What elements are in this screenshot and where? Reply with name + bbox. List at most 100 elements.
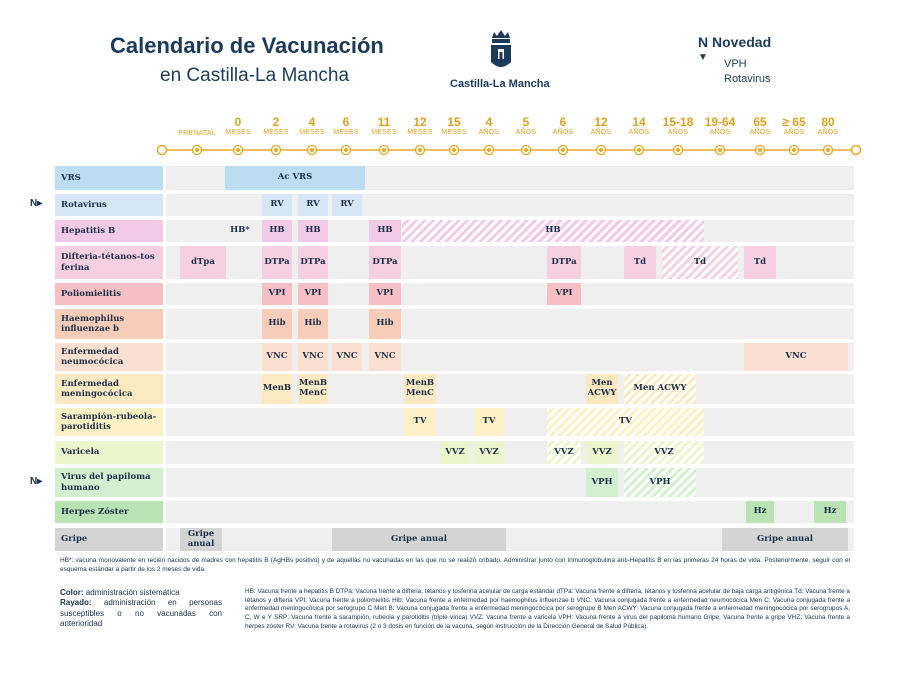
vaccine-row-label: Varicela — [55, 441, 163, 464]
vaccine-row-label: Enfermedad meningocócica — [55, 374, 163, 404]
row-track — [166, 408, 854, 436]
row-track — [166, 468, 854, 497]
age-number: 2 — [272, 115, 280, 129]
age-unit: MESES — [371, 129, 397, 136]
age-number: 11 — [377, 115, 391, 129]
age-number: 4 — [485, 115, 493, 129]
vaccine-dose-cell: HB — [262, 220, 292, 242]
age-unit: AÑOS — [749, 129, 771, 136]
age-label: ≥ 65 AÑOS — [764, 116, 824, 136]
legend-color: Color: administración sistemática — [60, 588, 222, 598]
age-label: 19-64 AÑOS — [690, 116, 750, 136]
vaccine-dose-cell: VNC — [369, 343, 401, 371]
vaccine-dose-cell: MenB — [262, 374, 292, 404]
legend-color-text: administración sistemática — [85, 588, 180, 597]
vaccine-dose-cell: Men ACWY — [624, 374, 696, 404]
row-track — [166, 501, 854, 523]
age-label: 15 MESES — [424, 116, 484, 136]
vaccine-row-label: Difteria-tétanos-tos ferina — [55, 246, 163, 279]
vaccine-dose-cell: Td — [662, 246, 738, 279]
age-unit: MESES — [407, 129, 433, 136]
age-number: 4 — [308, 115, 316, 129]
logo-text: Castilla-La Mancha — [450, 78, 550, 90]
age-unit: MESES — [299, 129, 325, 136]
vaccine-dose-cell: VNC — [744, 343, 848, 371]
timeline-dot-center — [310, 148, 314, 152]
age-label: 0 MESES — [208, 116, 268, 136]
vaccine-dose-cell: Td — [624, 246, 656, 279]
novedad-item: Rotavirus — [724, 73, 771, 85]
vaccine-dose-cell: HB — [369, 220, 401, 242]
vaccine-dose-cell: Hib — [262, 309, 292, 339]
vaccine-dose-cell: VVZ — [440, 441, 470, 464]
age-label: 80 AÑOS — [798, 116, 858, 136]
age-label: 12 AÑOS — [571, 116, 631, 136]
age-label: 6 MESES — [316, 116, 376, 136]
age-number: 5 — [522, 115, 530, 129]
vaccine-dose-cell: HB* — [230, 225, 250, 236]
vaccine-dose-cell: DTPa — [369, 246, 401, 279]
timeline-dot-center — [561, 148, 565, 152]
age-unit: AÑOS — [590, 129, 612, 136]
novedad-marker: N — [698, 34, 709, 50]
vaccine-dose-cell: MenB MenC — [404, 374, 436, 404]
age-label: 15-18 AÑOS — [648, 116, 708, 136]
page-title: Calendario de Vacunación — [110, 33, 384, 58]
age-unit: AÑOS — [817, 129, 839, 136]
novedad-legend: N Novedad — [698, 34, 771, 50]
age-number: 80 — [821, 115, 835, 129]
page-subtitle: en Castilla-La Mancha — [160, 65, 350, 86]
vaccine-dose-cell: Gripe anual — [180, 528, 222, 551]
vaccine-dose-cell: Hib — [298, 309, 328, 339]
age-number: 6 — [559, 115, 567, 129]
timeline-dot-center — [599, 148, 603, 152]
timeline-dot-center — [826, 148, 830, 152]
age-number: 65 — [753, 115, 767, 129]
vaccine-dose-cell: Gripe anual — [332, 528, 506, 551]
vaccine-dose-cell: DTPa — [547, 246, 581, 279]
novedad-arrow-icon: ▼ — [698, 52, 708, 63]
age-label: 12 MESES — [390, 116, 450, 136]
vaccine-dose-cell: RV — [332, 194, 362, 216]
age-label: 4 MESES — [282, 116, 342, 136]
vaccine-dose-cell: TV — [404, 408, 436, 436]
vaccine-dose-cell: MenB MenC — [298, 374, 328, 404]
novedad-row-marker: N▸ — [30, 198, 43, 209]
vaccine-dose-cell: VPH — [586, 468, 618, 497]
age-unit: AÑOS — [552, 129, 574, 136]
vaccine-dose-cell: VPI — [298, 283, 328, 305]
vaccine-dose-cell: VPI — [369, 283, 401, 305]
age-unit: MESES — [263, 129, 289, 136]
age-number: 15-18 — [662, 115, 694, 129]
age-unit: MESES — [225, 129, 251, 136]
timeline-endpoint — [156, 144, 168, 156]
age-unit: AÑOS — [478, 129, 500, 136]
novedad-item: VPH — [724, 58, 747, 70]
age-number: 12 — [413, 115, 427, 129]
age-label: 4 AÑOS — [459, 116, 519, 136]
timeline-dot-center — [344, 148, 348, 152]
timeline-dot-center — [524, 148, 528, 152]
legend-rayado-title: Rayado: — [60, 598, 92, 608]
castilla-la-mancha-crest-icon — [491, 30, 511, 67]
timeline-dot-center — [274, 148, 278, 152]
vaccine-dose-cell: TV — [547, 408, 704, 436]
timeline-dot-center — [718, 148, 722, 152]
row-track — [166, 283, 854, 305]
timeline-dot-center — [758, 148, 762, 152]
vaccine-row-label: VRS — [55, 166, 163, 190]
timeline-dot-center — [487, 148, 491, 152]
vaccine-dose-cell: Hz — [746, 501, 774, 523]
vaccine-dose-cell: VNC — [332, 343, 362, 371]
timeline-dot-center — [418, 148, 422, 152]
vaccine-dose-cell: VVZ — [474, 441, 504, 464]
age-unit: PRENATAL — [178, 130, 216, 137]
age-unit: AÑOS — [515, 129, 537, 136]
age-label: 6 AÑOS — [533, 116, 593, 136]
age-number: 14 — [632, 115, 646, 129]
age-number: 12 — [594, 115, 608, 129]
age-number: 19-64 — [704, 115, 736, 129]
vaccine-dose-cell: DTPa — [262, 246, 292, 279]
age-label: 2 MESES — [246, 116, 306, 136]
timeline-dot-center — [195, 148, 199, 152]
